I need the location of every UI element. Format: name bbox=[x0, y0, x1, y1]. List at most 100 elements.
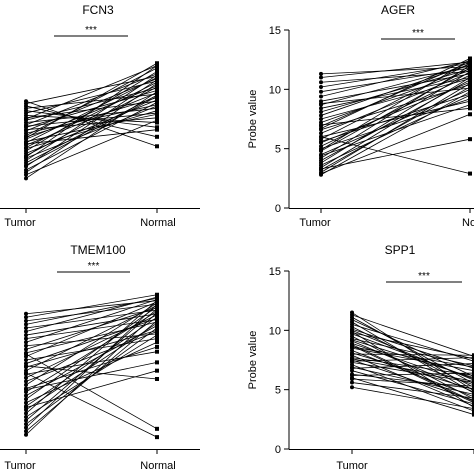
points bbox=[319, 56, 472, 177]
pair-line bbox=[320, 71, 471, 83]
tumor-point bbox=[319, 101, 323, 106]
pair-line bbox=[351, 373, 474, 389]
tumor-point bbox=[319, 134, 323, 139]
pair-line bbox=[320, 83, 471, 173]
tumor-point bbox=[350, 328, 354, 333]
normal-point bbox=[468, 102, 472, 107]
pair-line bbox=[320, 67, 471, 152]
normal-point bbox=[155, 79, 159, 84]
pair-line bbox=[25, 62, 158, 139]
normal-point bbox=[472, 399, 474, 404]
pair-line bbox=[351, 329, 474, 381]
paired-lines bbox=[320, 58, 471, 176]
points bbox=[24, 292, 159, 440]
pair-line bbox=[320, 104, 471, 157]
tumor-point bbox=[24, 168, 28, 173]
tumor-point bbox=[24, 432, 28, 437]
tumor-point bbox=[24, 336, 28, 341]
pair-line bbox=[320, 107, 471, 126]
panel-title: SPP1 bbox=[385, 243, 416, 257]
x-tick-label: Normal bbox=[140, 217, 175, 229]
normal-point bbox=[472, 368, 474, 373]
pair-line bbox=[25, 105, 158, 159]
pair-line bbox=[25, 112, 158, 127]
tumor-point bbox=[24, 163, 28, 168]
pair-line bbox=[25, 74, 158, 161]
significance-label: *** bbox=[418, 271, 430, 282]
pair-line bbox=[320, 67, 471, 93]
pair-line bbox=[351, 316, 474, 385]
normal-point bbox=[468, 96, 472, 101]
tumor-point bbox=[24, 99, 28, 104]
normal-point bbox=[155, 311, 159, 316]
normal-point bbox=[155, 331, 159, 336]
pair-line bbox=[351, 382, 474, 399]
normal-point bbox=[155, 344, 159, 349]
normal-point bbox=[155, 120, 159, 125]
tumor-point bbox=[319, 117, 323, 121]
normal-point bbox=[155, 340, 159, 345]
normal-point bbox=[155, 320, 159, 325]
tumor-point bbox=[319, 126, 323, 131]
normal-point bbox=[155, 144, 159, 149]
pair-line bbox=[25, 303, 158, 322]
pair-line bbox=[351, 335, 474, 400]
normal-point bbox=[155, 308, 159, 313]
normal-point bbox=[472, 384, 474, 389]
x-tick-label: Tumor bbox=[4, 217, 36, 229]
tumor-point bbox=[319, 84, 323, 89]
normal-point bbox=[472, 391, 474, 396]
paired-lines bbox=[25, 62, 158, 179]
pair-line bbox=[25, 316, 158, 407]
pair-line bbox=[320, 69, 471, 123]
pair-line bbox=[320, 68, 471, 113]
pair-line bbox=[25, 319, 158, 340]
normal-point bbox=[472, 381, 474, 386]
pair-line bbox=[320, 100, 471, 138]
pair-line bbox=[25, 300, 158, 315]
tumor-point bbox=[24, 425, 28, 430]
tumor-point bbox=[319, 144, 323, 149]
normal-point bbox=[468, 75, 472, 80]
pair-line bbox=[25, 102, 158, 171]
pair-line bbox=[320, 113, 471, 174]
tumor-point bbox=[24, 343, 28, 348]
normal-point bbox=[155, 328, 159, 333]
y-axis-label: Probe value bbox=[247, 331, 259, 390]
tumor-point bbox=[350, 366, 354, 371]
normal-point bbox=[472, 359, 474, 364]
pair-line bbox=[351, 378, 474, 387]
significance-label: *** bbox=[412, 28, 424, 39]
pair-line bbox=[25, 67, 158, 136]
tumor-point bbox=[24, 329, 28, 334]
normal-point bbox=[155, 76, 159, 81]
pair-line bbox=[351, 354, 474, 407]
pair-line bbox=[25, 313, 158, 336]
pair-line bbox=[351, 319, 474, 377]
tumor-point bbox=[319, 139, 323, 144]
tumor-point bbox=[350, 337, 354, 342]
tumor-point bbox=[24, 418, 28, 423]
tumor-point bbox=[319, 71, 323, 76]
pair-line bbox=[25, 331, 158, 382]
panel-ager: AGER *** 0 5 10 15 Probe value Tumor Normal bbox=[247, 3, 474, 229]
tumor-point bbox=[24, 405, 28, 410]
y-tick-label: 15 bbox=[269, 25, 281, 37]
tumor-point bbox=[24, 325, 28, 330]
tumor-point bbox=[350, 376, 354, 381]
tumor-point bbox=[24, 382, 28, 387]
pair-line bbox=[25, 309, 158, 329]
pair-line bbox=[351, 314, 474, 357]
normal-point bbox=[155, 99, 159, 104]
pair-line bbox=[320, 88, 471, 155]
tumor-point bbox=[24, 141, 28, 146]
pair-line bbox=[25, 321, 158, 354]
normal-point bbox=[468, 86, 472, 91]
normal-point bbox=[155, 376, 159, 381]
normal-point bbox=[472, 378, 474, 383]
pair-line bbox=[25, 65, 158, 120]
pair-line bbox=[351, 357, 474, 362]
normal-point bbox=[155, 323, 159, 328]
normal-point bbox=[155, 325, 159, 330]
pair-line bbox=[320, 62, 471, 88]
